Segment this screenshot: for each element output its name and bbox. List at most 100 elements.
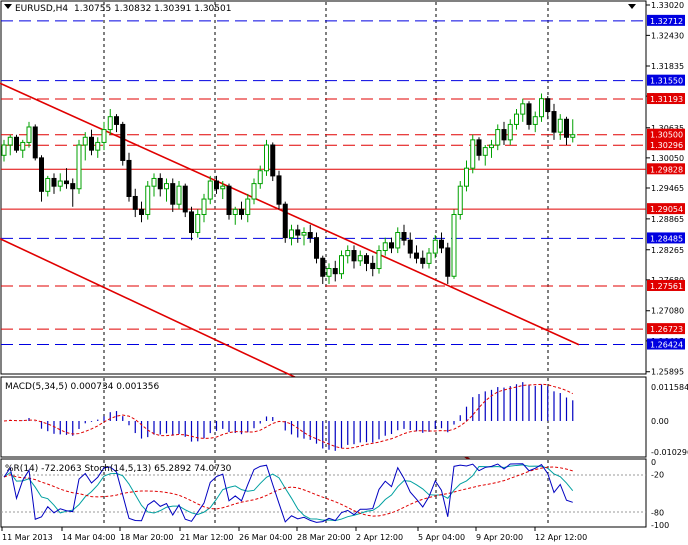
candle-body <box>564 118 569 138</box>
time-tick-label: 2 Apr 12:00 <box>356 533 403 542</box>
williams-r-line <box>3 463 573 523</box>
candle <box>539 93 544 122</box>
time-tick-label: 9 Apr 20:00 <box>476 533 523 542</box>
candle <box>476 137 482 161</box>
oscillator-tick-label: -80 <box>651 508 664 517</box>
main-price-pane[interactable]: 1.330201.324301.318351.312501.306351.300… <box>0 0 688 512</box>
candle <box>339 250 344 279</box>
level-price-tag-label: 1.26424 <box>650 341 683 350</box>
price-tick-label: 1.28865 <box>651 215 684 224</box>
time-tick-label: 26 Mar 04:00 <box>239 533 292 542</box>
candle-body <box>245 198 251 215</box>
candle <box>570 119 576 143</box>
candle-body <box>545 98 551 113</box>
time-tick-label: 14 Mar 04:00 <box>62 533 115 542</box>
candle <box>39 155 44 202</box>
candle <box>282 201 288 243</box>
level-price-tag <box>647 232 685 244</box>
candle <box>295 224 301 243</box>
candle-body <box>182 185 188 213</box>
oscillator-tick-label: 0 <box>651 458 656 467</box>
candle <box>395 227 401 254</box>
candle-body <box>95 141 101 151</box>
level-price-tag-label: 1.31550 <box>650 77 683 86</box>
candle <box>126 152 132 202</box>
candle-body <box>114 116 119 125</box>
candle <box>376 245 382 274</box>
oscillator-pane[interactable]: %R(14) -72.2063 Stoch(14,5,13) 65.2892 7… <box>0 458 669 530</box>
candle-body <box>14 136 19 151</box>
candle-body <box>195 213 201 234</box>
candle-body <box>395 232 401 249</box>
candle <box>151 173 157 197</box>
candle <box>289 224 294 246</box>
candle <box>551 103 557 140</box>
candle <box>351 245 357 269</box>
candle <box>14 134 19 153</box>
trend-channel-line[interactable] <box>0 82 580 346</box>
candle-body <box>495 129 501 146</box>
level-price-tag-label: 1.26723 <box>650 325 683 334</box>
candle <box>264 139 269 176</box>
candle-body <box>526 103 532 125</box>
candle-body <box>407 239 413 254</box>
candle <box>239 201 244 220</box>
candle <box>357 250 363 266</box>
candle-body <box>32 126 38 159</box>
candle <box>520 98 526 122</box>
oscillator-axis: 0 -20 -80 -100 <box>651 458 669 530</box>
candle <box>207 175 213 205</box>
price-tick-label: 1.33020 <box>651 1 684 10</box>
level-price-tag-label: 1.30296 <box>650 141 683 150</box>
oscillator-tick-label: -100 <box>651 521 669 530</box>
candle <box>464 160 469 192</box>
candle <box>301 227 307 246</box>
candle-body <box>57 180 63 187</box>
candle-body <box>45 177 51 192</box>
time-tick-label: 18 Mar 20:00 <box>120 533 173 542</box>
candle-body <box>489 144 494 149</box>
candle <box>332 260 338 282</box>
candle <box>32 124 38 161</box>
candle-body <box>232 208 238 215</box>
level-price-tag-label: 1.28485 <box>650 234 683 243</box>
macd-histogram <box>9 382 574 451</box>
level-price-tag <box>647 139 685 151</box>
candle-body <box>257 170 263 185</box>
candle-body <box>532 116 538 125</box>
candle <box>182 183 188 218</box>
candle-body <box>464 167 469 187</box>
candle <box>489 139 494 158</box>
candle <box>114 114 119 133</box>
candle <box>20 139 26 158</box>
symbol-dropdown-icon[interactable] <box>4 4 12 9</box>
candle <box>226 183 232 220</box>
candle-body <box>1 144 7 156</box>
candle <box>382 237 388 256</box>
candle-body <box>301 232 307 236</box>
level-price-tag-label: 1.32712 <box>650 17 683 26</box>
candle-body <box>82 136 88 146</box>
candle-body <box>157 177 163 190</box>
scroll-chart-icon[interactable] <box>628 4 636 9</box>
candle-body <box>295 229 301 236</box>
candle-body <box>270 144 276 177</box>
candle-body <box>514 113 519 125</box>
candle-body <box>389 242 394 249</box>
candle <box>201 193 207 223</box>
macd-pane[interactable]: MACD(5,34,5) 0.000734 0.001356 0.0115840… <box>0 376 688 458</box>
candle <box>257 165 263 189</box>
candle-body <box>326 268 332 277</box>
candle <box>557 114 563 140</box>
candle-body <box>264 144 269 172</box>
oscillator-tick-label: -20 <box>651 471 664 480</box>
candle-body <box>376 250 382 270</box>
candle-body <box>126 159 132 197</box>
candle <box>245 193 251 223</box>
candle <box>214 175 219 194</box>
candle <box>132 188 138 218</box>
price-tick-label: 1.31835 <box>651 62 684 71</box>
candle <box>439 232 444 254</box>
candle-body <box>432 239 438 254</box>
